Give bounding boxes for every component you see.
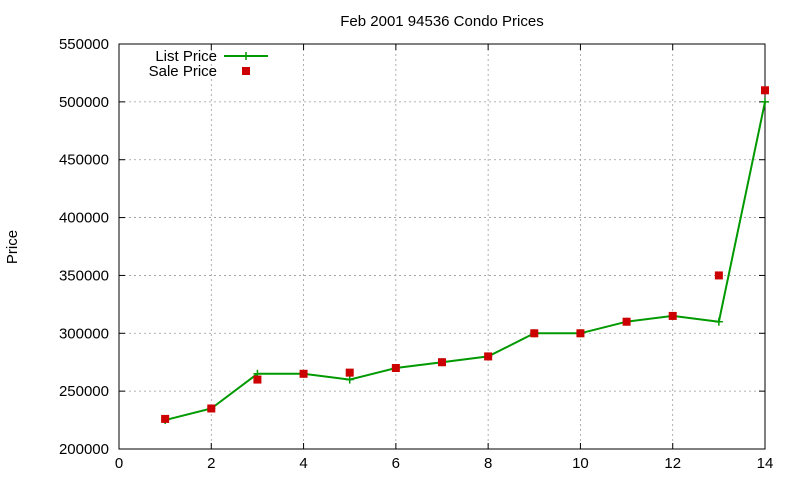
x-tick-label: 2 — [207, 455, 215, 472]
sale-price-point — [207, 404, 216, 413]
sale-price-point — [484, 352, 493, 361]
series — [161, 86, 769, 425]
legend-label-list-price: List Price — [155, 48, 217, 65]
sale-price-point — [345, 368, 354, 377]
legend-marker-list-price — [242, 52, 250, 60]
y-tick-label: 450000 — [59, 152, 109, 169]
list-price-line — [164, 101, 766, 422]
sale-price-point — [391, 364, 400, 372]
y-tick-label: 350000 — [59, 267, 109, 284]
x-tick-label: 6 — [392, 455, 400, 472]
x-tick-label: 0 — [115, 455, 123, 472]
legend: List Price Sale Price — [149, 48, 268, 80]
list-price-point — [345, 375, 354, 384]
y-tick-label: 300000 — [59, 325, 109, 342]
legend-swatches — [224, 52, 268, 75]
sale-price-point — [714, 271, 723, 280]
chart-title: Feb 2001 94536 Condo Prices — [340, 13, 543, 30]
sale-price-point — [253, 375, 262, 384]
grid — [119, 44, 765, 449]
sale-price-point — [530, 329, 539, 338]
sale-price-point — [761, 86, 769, 95]
x-tick-label: 10 — [572, 455, 589, 472]
x-tick-label: 12 — [664, 455, 681, 472]
sale-price-point — [622, 317, 631, 326]
axis-ticks: 0 2 4 6 8 10 12 14 200000 250000 300000 350000 40000… — [59, 36, 773, 472]
y-axis-label: Price — [4, 230, 21, 264]
x-tick-label: 8 — [484, 455, 492, 472]
sale-price-point — [161, 414, 170, 423]
x-tick-label: 4 — [299, 455, 307, 472]
x-tick-label: 14 — [757, 455, 774, 472]
list-price-point — [761, 97, 769, 106]
legend-swatch-sale-price — [242, 67, 250, 75]
sale-price-point — [299, 369, 308, 378]
y-tick-label: 200000 — [59, 441, 109, 458]
y-tick-label: 400000 — [59, 210, 109, 227]
sale-price-point — [438, 358, 446, 367]
y-tick-label: 250000 — [59, 383, 109, 400]
legend-label-sale-price: Sale Price — [149, 63, 217, 80]
list-price-point — [714, 317, 723, 326]
y-tick-label: 500000 — [59, 94, 109, 111]
sale-price-point — [576, 329, 585, 338]
sale-price-point — [668, 311, 677, 320]
plot-frame — [118, 43, 766, 450]
y-tick-label: 550000 — [59, 36, 109, 53]
